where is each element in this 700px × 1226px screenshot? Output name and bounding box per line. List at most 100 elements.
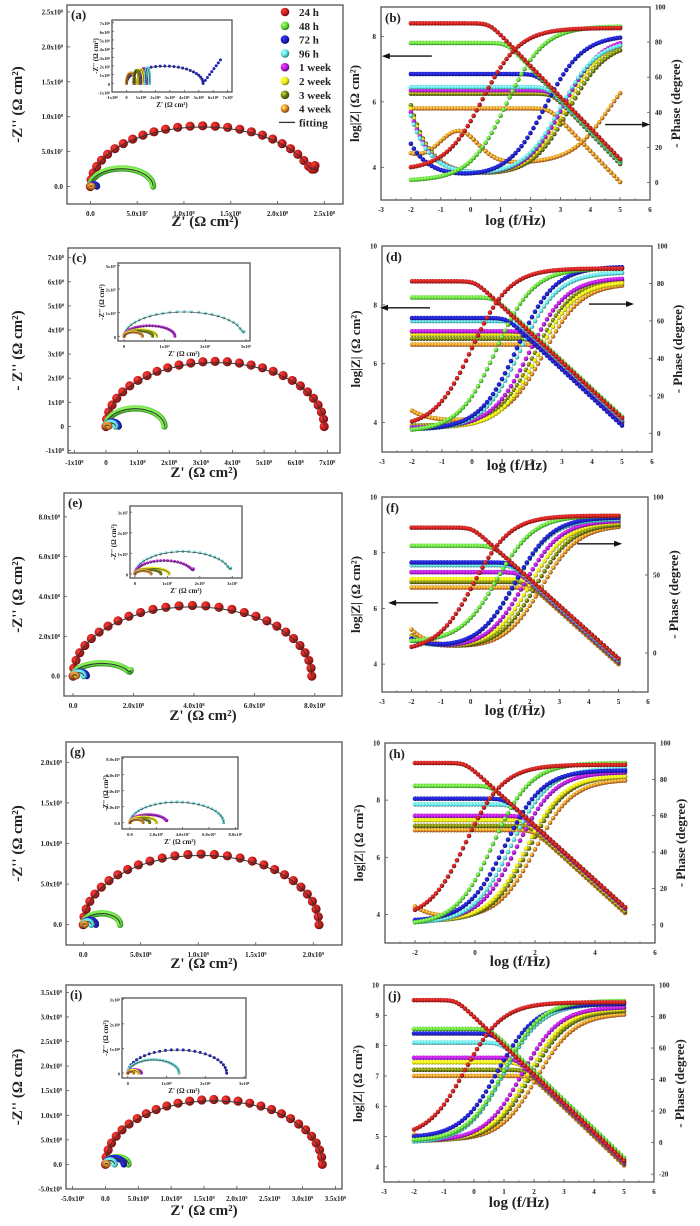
phase-point	[584, 134, 590, 140]
phase-point	[614, 94, 620, 100]
data-point	[214, 602, 224, 612]
nyquist-xtick-label: 2.5x10⁸	[314, 210, 335, 218]
phase-point	[509, 552, 515, 558]
phase-point	[471, 581, 476, 586]
phase-point	[408, 113, 414, 119]
data-layer	[408, 21, 623, 185]
phase-point	[500, 627, 506, 633]
phase-point	[496, 341, 502, 346]
phase-point	[521, 565, 527, 570]
logz-point	[521, 571, 527, 577]
phase-point	[486, 85, 491, 91]
nyquist-ytick-label: 0.0	[53, 921, 62, 929]
logz-point	[502, 306, 508, 312]
phase-point	[492, 581, 497, 587]
phase-point	[516, 77, 521, 82]
phase-point	[478, 327, 484, 332]
phase-point	[525, 135, 530, 141]
data-point	[187, 549, 191, 553]
phase-point	[504, 56, 509, 62]
phase-point	[537, 139, 542, 145]
series-24-h	[78, 849, 324, 930]
phase-point	[493, 300, 499, 306]
y-axis-label: log|Z| (Ω cm²)	[348, 556, 363, 633]
y-axis-label: -Z'' (Ω cm²)	[10, 66, 26, 143]
logz-point	[568, 613, 574, 619]
phase-point	[531, 147, 536, 152]
x-axis-label: Z' (Ω cm²)	[169, 708, 236, 724]
logz-point	[571, 616, 577, 622]
bode-left-ytick-label: 6	[373, 98, 377, 106]
phase-point	[408, 102, 414, 108]
data-point	[201, 81, 205, 85]
phase-point	[495, 119, 500, 124]
phase-point	[475, 383, 481, 389]
nyquist-xtick-label: 1.0x10⁹	[188, 951, 209, 959]
logz-point	[530, 579, 536, 585]
phase-point	[489, 627, 494, 632]
phase-point	[515, 611, 521, 617]
logz-point	[492, 27, 497, 32]
phase-point	[497, 539, 503, 545]
logz-point	[523, 326, 529, 331]
phase-point	[596, 62, 602, 67]
fitting-line	[89, 168, 154, 187]
nyquist-xtick-label: 2x10⁸	[161, 459, 177, 467]
phase-point	[507, 95, 512, 100]
nyquist-ytick-label: 6x10⁸	[48, 278, 64, 286]
phase-point	[481, 403, 487, 408]
phase-point	[541, 321, 547, 327]
series-4-week	[133, 569, 153, 576]
bode-right-ytick-label: 20	[655, 144, 663, 152]
logz-point	[517, 320, 523, 326]
phase-point	[445, 390, 451, 396]
logz-point	[527, 576, 533, 582]
phase-point	[468, 134, 473, 140]
phase-point	[474, 608, 479, 614]
plot-frame	[63, 492, 343, 697]
logz-point	[598, 396, 604, 401]
bode-xtick-label: 4	[587, 698, 591, 706]
bode-xtick-label: -2	[409, 698, 415, 706]
phase-point	[529, 363, 535, 369]
phase-point	[535, 352, 541, 357]
bode-xtick-label: -1	[438, 698, 444, 706]
phase-point	[548, 569, 553, 575]
fitting-line	[105, 408, 165, 427]
phase-point	[538, 299, 544, 305]
phase-point	[522, 66, 527, 72]
data-point	[183, 849, 193, 860]
phase-point	[423, 146, 429, 151]
inset-ytick-label: 3x10⁶	[100, 56, 111, 61]
phase-point	[553, 319, 559, 325]
bode-xtick-label: -1	[439, 458, 445, 466]
phase-point	[547, 329, 553, 335]
phase-point	[546, 126, 551, 132]
phase-point	[544, 335, 550, 340]
bode-right-ytick-label: 80	[655, 39, 663, 47]
phase-point	[408, 141, 414, 147]
phase-point	[584, 76, 590, 82]
phase-point	[481, 321, 487, 326]
phase-point	[465, 592, 471, 597]
y2-axis-label: - Phase (degree)	[666, 550, 681, 639]
inset-xtick-label: 3x10⁷	[227, 581, 238, 586]
series-4-week	[102, 421, 113, 430]
phase-point	[507, 156, 512, 162]
bode-xtick-label: 3	[558, 698, 562, 706]
phase-point	[534, 49, 539, 55]
phase-point	[515, 592, 521, 597]
logz-point	[572, 133, 578, 138]
logz-point	[541, 350, 547, 356]
nyquist-ytick-label: 5.0x10⁷	[42, 148, 63, 156]
logz-point	[532, 342, 538, 347]
phase-point	[547, 296, 553, 301]
phase-point	[568, 543, 574, 549]
phase-point	[544, 300, 550, 305]
nyquist-xtick-label: 1x10⁸	[130, 459, 146, 467]
phase-point	[487, 408, 493, 414]
logz-point	[504, 38, 509, 44]
nyquist-xtick-label: 7x10⁸	[319, 459, 335, 467]
inset-y-axis-label: -Z'' (Ω cm²)	[98, 283, 106, 319]
